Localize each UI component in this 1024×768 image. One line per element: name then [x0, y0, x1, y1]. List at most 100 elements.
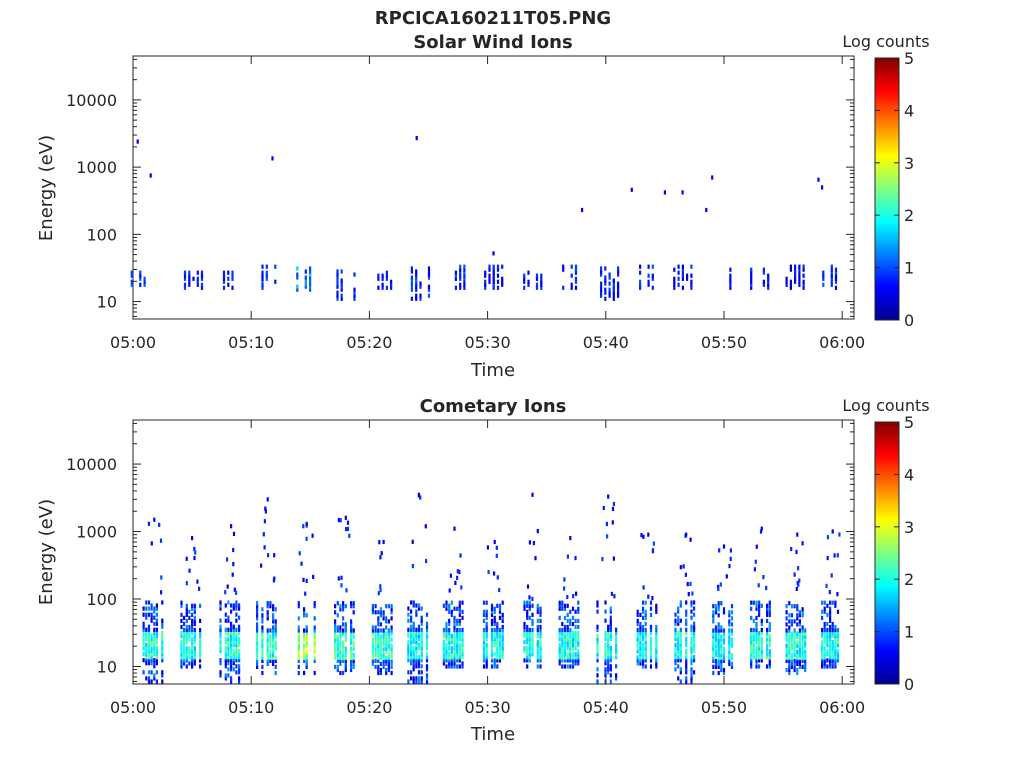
- heatmap-cell: [602, 505, 605, 511]
- heatmap-cell: [231, 276, 234, 281]
- heatmap-cell: [722, 610, 726, 615]
- heatmap-cell: [821, 658, 824, 663]
- heatmap-cell: [501, 631, 504, 636]
- heatmap-cell: [150, 655, 153, 660]
- heatmap-cell: [417, 627, 421, 632]
- heatmap-cell: [425, 652, 429, 657]
- heatmap-cell: [272, 652, 275, 657]
- heatmap-cell: [636, 634, 639, 639]
- heatmap-cell: [566, 627, 569, 633]
- heatmap-cell: [230, 667, 233, 672]
- heatmap-cell: [342, 616, 345, 621]
- heatmap-cell: [712, 631, 715, 636]
- heatmap-cell: [596, 652, 599, 657]
- heatmap-cell: [410, 296, 413, 301]
- heatmap-cell: [717, 631, 720, 636]
- heatmap-cell: [147, 636, 151, 641]
- heatmap-cell: [571, 621, 575, 627]
- heatmap-cell: [145, 612, 148, 617]
- x-tick-label: 05:20: [346, 698, 392, 717]
- heatmap-cell: [377, 640, 380, 645]
- heatmap-cell: [456, 637, 459, 642]
- heatmap-cell: [523, 285, 526, 290]
- heatmap-cell: [536, 646, 539, 651]
- heatmap-cell: [415, 633, 418, 638]
- heatmap-cell: [485, 600, 488, 605]
- heatmap-cell: [604, 661, 607, 666]
- heatmap-cell: [527, 270, 530, 275]
- heatmap-cell: [274, 664, 277, 669]
- heatmap-cell: [528, 640, 531, 645]
- heatmap-cell: [143, 276, 146, 281]
- heatmap-cell: [379, 634, 382, 639]
- heatmap-cell: [528, 606, 531, 611]
- heatmap-cell: [796, 655, 799, 660]
- heatmap-cell: [238, 630, 241, 635]
- heatmap-cell: [690, 615, 693, 620]
- heatmap-cell: [180, 661, 183, 666]
- heatmap-cell: [790, 646, 793, 651]
- heatmap-cell: [153, 627, 156, 632]
- heatmap-cell: [153, 642, 156, 648]
- heatmap-cell: [528, 600, 531, 605]
- heatmap-cell: [238, 676, 241, 681]
- heatmap-cell: [387, 643, 390, 648]
- heatmap-cell: [183, 661, 186, 666]
- heatmap-cell: [232, 642, 235, 648]
- heatmap-cell: [235, 655, 238, 660]
- heatmap-cell: [766, 643, 769, 648]
- heatmap-cell: [261, 637, 264, 642]
- heatmap-cell: [823, 664, 826, 669]
- heatmap-cell: [486, 545, 489, 550]
- heatmap-cell: [417, 636, 421, 641]
- heatmap-cell: [714, 664, 718, 669]
- heatmap-cell: [297, 601, 300, 606]
- heatmap-cell: [269, 655, 272, 660]
- heatmap-cell: [686, 273, 689, 278]
- heatmap-cell: [147, 633, 151, 638]
- heatmap-cell: [636, 627, 639, 633]
- heatmap-cell: [642, 534, 645, 539]
- heatmap-cell: [196, 579, 199, 584]
- heatmap-cell: [155, 633, 158, 638]
- heatmap-cell: [750, 631, 753, 636]
- heatmap-cell: [796, 616, 799, 621]
- heatmap-cell: [566, 554, 569, 559]
- heatmap-cell: [831, 640, 834, 645]
- heatmap-cell: [145, 649, 148, 654]
- heatmap-cell: [823, 600, 826, 605]
- heatmap-cell: [758, 631, 761, 636]
- heatmap-cell: [425, 655, 429, 660]
- heatmap-cell: [750, 600, 753, 605]
- heatmap-cell: [183, 646, 186, 651]
- heatmap-cell: [297, 658, 300, 663]
- heatmap-cell: [612, 281, 615, 286]
- x-axis-label: Time: [470, 724, 515, 745]
- heatmap-cell: [130, 282, 133, 287]
- heatmap-cell: [427, 272, 431, 277]
- heatmap-cell: [274, 646, 277, 651]
- heatmap-cell: [222, 285, 226, 290]
- heatmap-cell: [266, 661, 269, 666]
- heatmap-cell: [788, 613, 791, 618]
- heatmap-cell: [615, 649, 618, 654]
- heatmap-cell: [377, 643, 380, 648]
- heatmap-cell: [830, 276, 833, 281]
- heatmap-cell: [193, 546, 196, 551]
- heatmap-cell: [238, 603, 241, 608]
- heatmap-cell: [374, 634, 377, 639]
- heatmap-cell: [528, 634, 531, 639]
- heatmap-cell: [183, 621, 186, 627]
- heatmap-cell: [651, 285, 654, 290]
- heatmap-cell: [185, 664, 188, 669]
- heatmap-cell: [574, 556, 577, 561]
- heatmap-cell: [607, 624, 610, 629]
- heatmap-cell: [762, 575, 765, 580]
- heatmap-cell: [150, 618, 153, 623]
- heatmap-cell: [380, 551, 383, 556]
- heatmap-cell: [227, 649, 230, 654]
- heatmap-cell: [161, 670, 164, 675]
- heatmap-cell: [261, 616, 264, 621]
- heatmap-cell: [755, 624, 758, 630]
- heatmap-cell: [266, 628, 269, 633]
